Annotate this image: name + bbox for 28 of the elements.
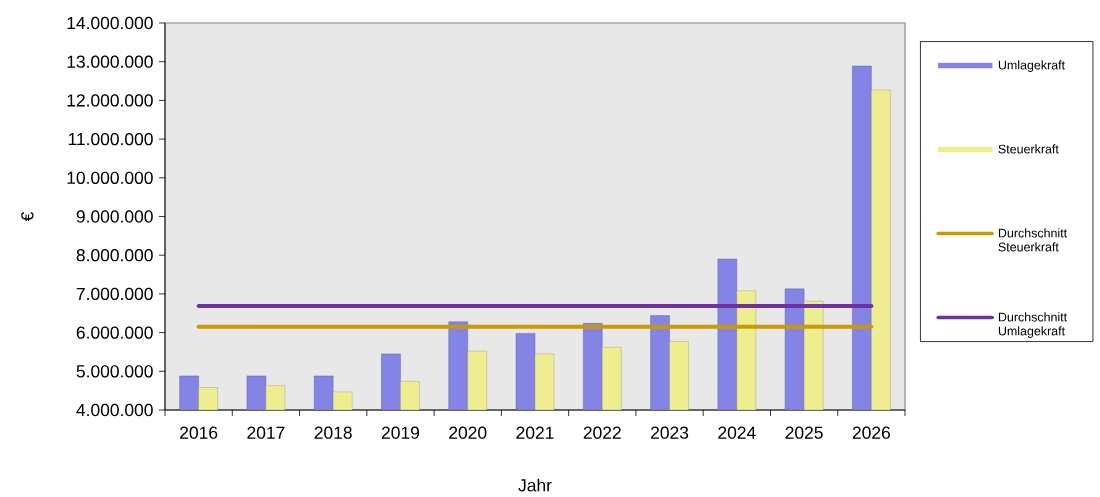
x-axis-title: Jahr xyxy=(518,478,552,492)
x-tick-label: 2024 xyxy=(718,426,756,439)
y-tick-label: 6.000.000 xyxy=(76,326,153,339)
y-tick-label: 9.000.000 xyxy=(76,210,153,223)
x-tick-label: 2026 xyxy=(852,426,890,439)
x-tick-label: 2017 xyxy=(247,426,285,439)
y-tick-label: 10.000.000 xyxy=(67,171,153,184)
y-tick-label: 7.000.000 xyxy=(76,287,153,301)
x-tick-label: 2019 xyxy=(381,426,420,439)
y-tick-label: 13.000.000 xyxy=(67,55,153,68)
x-tick-label: 2023 xyxy=(651,426,689,439)
y-tick-label: 4.000.000 xyxy=(76,403,153,417)
legend-label: Steuerkraft xyxy=(998,144,1059,154)
y-tick-label: 11.000.000 xyxy=(68,132,153,146)
x-tick-label: 2018 xyxy=(314,426,352,439)
legend-label: Umlagekraft xyxy=(998,60,1065,72)
x-tick-label: 2016 xyxy=(180,426,218,439)
x-tick-label: 2025 xyxy=(785,426,823,439)
y-tick-label: 8.000.000 xyxy=(76,249,153,262)
y-axis-title: € xyxy=(21,211,34,222)
x-tick-label: 2022 xyxy=(583,426,621,439)
x-tick-label: 2020 xyxy=(449,426,487,439)
y-tick-label: 5.000.000 xyxy=(76,365,153,378)
legend-label: Durchschnitt Steuerkraft xyxy=(998,228,1068,252)
legend-label: Durchschnitt Umlagekraft xyxy=(998,312,1068,338)
x-tick-label: 2021 xyxy=(516,426,554,439)
y-tick-label: 12.000.000 xyxy=(67,94,153,107)
y-tick-label: 14.000.000 xyxy=(67,16,153,30)
